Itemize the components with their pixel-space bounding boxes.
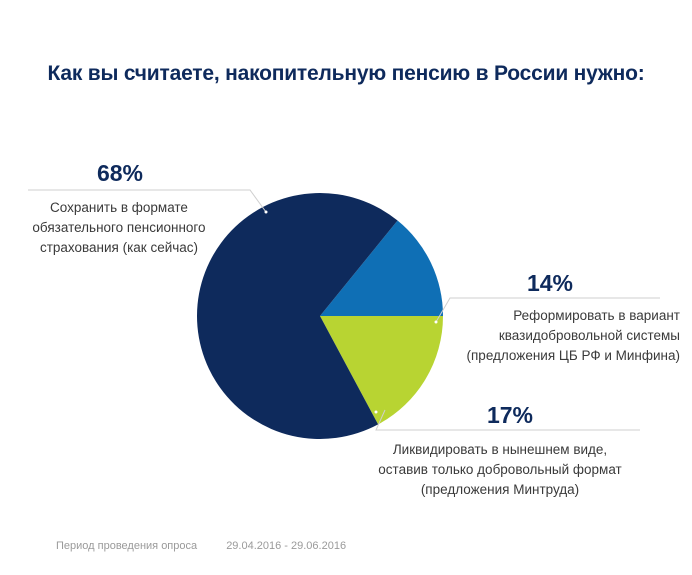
slice-description-line: страхования (как сейчас) xyxy=(39,240,199,255)
slice-description: Сохранить в формате обязательного пенсио… xyxy=(14,198,224,258)
slice-value-label: 14% xyxy=(526,270,574,296)
slice-description-line: оставив только добровольный формат xyxy=(378,462,622,477)
survey-period-label: Период проведения опроса xyxy=(56,540,198,552)
pie-slices xyxy=(197,192,443,439)
leader-line xyxy=(435,297,660,323)
leader-dot xyxy=(434,320,438,324)
slice-description-line: Сохранить в формате xyxy=(50,200,188,215)
pie-slice xyxy=(197,192,398,439)
survey-period: Период проведения опроса 29.04.2016 - 29… xyxy=(56,540,346,552)
slice-description-line: Ликвидировать в нынешнем виде, xyxy=(392,442,608,457)
slice-description-line: обязательного пенсионного xyxy=(32,220,206,235)
slice-value-label: 17% xyxy=(486,402,534,428)
leader-line xyxy=(375,409,640,431)
slice-description-line: (предложения Минтруда) xyxy=(420,482,580,497)
pie-slice xyxy=(320,220,443,316)
slice-description-line: Реформировать в вариант xyxy=(513,308,680,323)
chart-title: Как вы считаете, накопительную пенсию в … xyxy=(47,62,645,85)
slice-description: Ликвидировать в нынешнем виде, оставив т… xyxy=(360,440,640,500)
survey-period-dates: 29.04.2016 - 29.06.2016 xyxy=(226,540,347,552)
slice-description-line: квазидобровольной системы xyxy=(498,328,680,343)
slice-description: Реформировать в вариант квазидобровольно… xyxy=(440,306,681,366)
pie-slice xyxy=(320,316,443,425)
leader-line xyxy=(28,189,267,213)
leader-lines xyxy=(28,189,660,431)
slice-value-label: 68% xyxy=(96,160,144,186)
leader-dot xyxy=(264,210,268,214)
leader-dot xyxy=(374,410,378,414)
slice-description-line: (предложения ЦБ РФ и Минфина) xyxy=(466,348,681,363)
